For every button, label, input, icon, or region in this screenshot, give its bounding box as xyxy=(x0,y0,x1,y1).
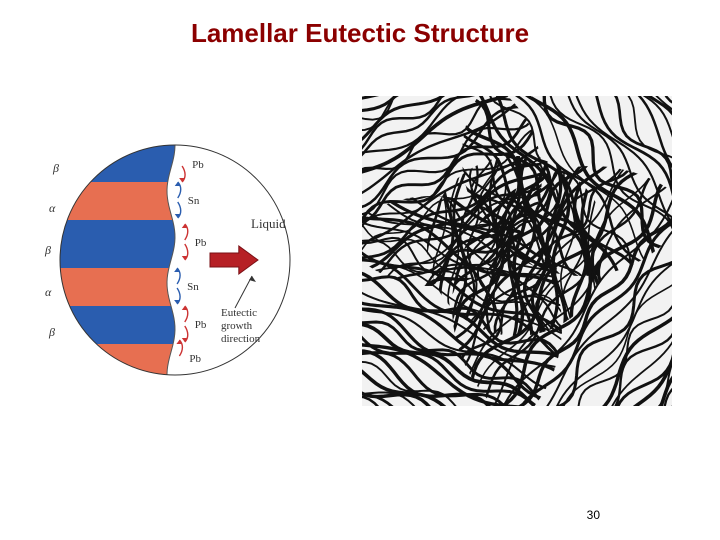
svg-text:β: β xyxy=(52,161,59,175)
page-number: 30 xyxy=(587,508,600,522)
svg-text:β: β xyxy=(48,325,55,339)
slide-title: Lamellar Eutectic Structure xyxy=(0,18,720,49)
svg-text:direction: direction xyxy=(221,333,261,345)
liquid-label: Liquid xyxy=(251,216,286,231)
svg-text:β: β xyxy=(44,243,51,257)
svg-text:Pb: Pb xyxy=(189,353,201,365)
svg-text:growth: growth xyxy=(221,320,253,332)
svg-text:Pb: Pb xyxy=(192,159,204,171)
schematic-diagram: β α β α β Pb Sn Pb Sn Pb Pb Liquid Eutecticgrowthdir… xyxy=(35,120,335,400)
svg-text:Pb: Pb xyxy=(195,319,207,331)
svg-text:Sn: Sn xyxy=(188,195,200,207)
slide-page: Lamellar Eutectic Structure β α β α β Pb Sn Pb S… xyxy=(0,0,720,540)
svg-text:α: α xyxy=(49,201,56,215)
svg-text:Eutectic: Eutectic xyxy=(221,307,257,319)
micrograph-image xyxy=(362,96,672,406)
svg-text:Pb: Pb xyxy=(195,237,207,249)
svg-text:α: α xyxy=(45,285,52,299)
svg-text:Sn: Sn xyxy=(187,281,199,293)
